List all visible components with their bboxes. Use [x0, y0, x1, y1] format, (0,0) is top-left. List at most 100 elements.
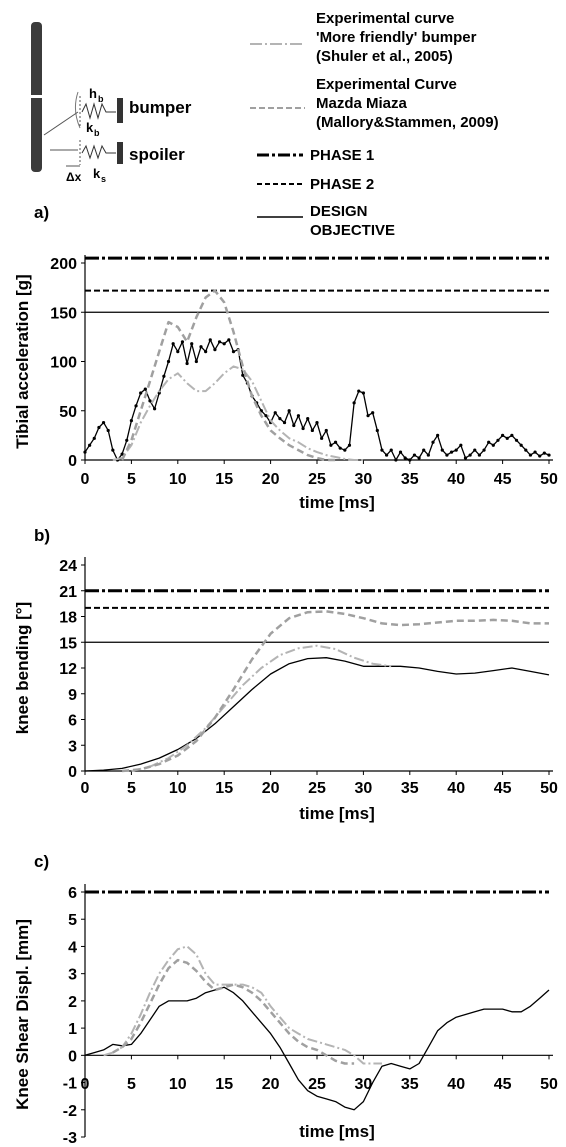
x-axis-label: time [ms] [299, 1122, 375, 1141]
y-axis-label: Knee Shear Displ. [mm] [13, 919, 32, 1110]
panel-label: a) [34, 203, 49, 222]
x-tick-label: 50 [540, 780, 558, 797]
series-point-measured [412, 453, 417, 457]
legend-exp2-line3: (Mallory&Stammen, 2009) [316, 114, 499, 131]
bumper-contour [74, 91, 81, 129]
series-point-measured [143, 387, 147, 391]
series-point-measured [92, 436, 96, 440]
series-point-measured [264, 414, 268, 418]
y-tick-label: 6 [68, 713, 77, 730]
series-point-measured [408, 458, 412, 462]
y-tick-label: -2 [63, 1103, 77, 1120]
series-point-measured [403, 456, 407, 460]
series-point-measured [501, 433, 505, 437]
series-point-measured [468, 453, 472, 457]
legend-design-line2: OBJECTIVE [310, 222, 395, 239]
series-point-measured [208, 338, 212, 342]
x-axis-label: time [ms] [299, 493, 375, 512]
x-tick-label: 50 [540, 471, 558, 488]
x-tick-label: 5 [127, 780, 136, 797]
legend-phase2: PHASE 2 [310, 176, 374, 193]
x-tick-label: 30 [355, 780, 373, 797]
y-tick-label: 15 [59, 635, 77, 652]
series-line-exp1 [103, 945, 382, 1065]
y-tick-label: 18 [59, 610, 77, 627]
series-point-measured [426, 453, 430, 457]
series-point-measured [510, 433, 514, 437]
y-tick-label: -1 [63, 1076, 77, 1093]
x-tick-label: 25 [308, 471, 326, 488]
series-point-measured [366, 414, 370, 418]
series-point-measured [88, 443, 92, 447]
legend-exp1-line1: Experimental curve [316, 10, 454, 27]
x-tick-label: 10 [169, 471, 187, 488]
series-line-exp2 [121, 610, 549, 773]
series-point-measured [101, 420, 106, 425]
legend-exp1-line3: (Shuler et al., 2005) [316, 48, 453, 65]
series-point-measured [134, 404, 138, 408]
y-tick-label: 150 [50, 305, 77, 322]
series-point-measured [343, 448, 347, 452]
series-point-measured [463, 456, 468, 460]
series-point-measured [505, 436, 509, 440]
series-point-measured [547, 453, 551, 457]
series-point-measured [129, 419, 133, 423]
series-point-measured [491, 443, 495, 447]
bumper-block [117, 98, 123, 123]
series-point-measured [538, 454, 542, 458]
series-point-measured [292, 423, 296, 428]
series-point-measured [106, 428, 110, 433]
series-point-measured [162, 374, 166, 378]
series-point-measured [324, 428, 328, 433]
series-point-measured [97, 425, 101, 430]
x-tick-label: 10 [169, 1076, 187, 1093]
series-point-measured [213, 348, 217, 352]
x-tick-label: 45 [494, 471, 512, 488]
series-point-measured [380, 448, 384, 452]
series-point-measured [417, 456, 421, 460]
series-point-measured [176, 350, 180, 354]
series-point-measured [171, 342, 175, 346]
pedestrian-leg-schematic: h b k b bumper Δx k s spoiler [30, 22, 192, 184]
leg-break [30, 95, 43, 98]
x-tick-label: 0 [81, 780, 90, 797]
series-point-measured [185, 361, 189, 366]
legend-exp2-line1: Experimental Curve [316, 76, 457, 93]
series-line-measured [84, 986, 550, 1111]
series-point-measured [278, 417, 282, 421]
series-line-exp2 [120, 289, 336, 462]
y-tick-label: 0 [68, 1048, 77, 1065]
kb-label: k [86, 120, 94, 135]
series-point-measured [320, 436, 324, 440]
series-point-measured [217, 340, 222, 344]
legend-design-line1: DESIGN [310, 203, 368, 220]
x-tick-label: 15 [215, 1076, 233, 1093]
series-point-measured [194, 359, 198, 364]
series-point-measured [542, 451, 546, 455]
series-line-measured [84, 657, 550, 772]
y-tick-label: 0 [68, 453, 77, 470]
series-point-measured [83, 450, 87, 454]
x-tick-label: 30 [355, 471, 373, 488]
y-tick-label: 100 [50, 355, 77, 372]
y-tick-label: 3 [68, 967, 77, 984]
series-point-measured [231, 350, 236, 354]
series-point-measured [352, 401, 356, 405]
series-point-measured [357, 389, 361, 393]
y-tick-label: 9 [68, 687, 77, 704]
series-point-measured [524, 448, 528, 452]
legend-exp2-line2: Mazda Miaza [316, 95, 408, 112]
legend-exp1-line2: 'More friendly' bumper [316, 29, 477, 46]
series-point-measured [436, 433, 440, 437]
series-point-measured [454, 448, 458, 452]
x-tick-label: 50 [540, 1076, 558, 1093]
series-point-measured [514, 438, 519, 442]
ks-subscript: s [101, 174, 106, 184]
series-point-measured [306, 417, 310, 421]
x-tick-label: 45 [494, 780, 512, 797]
panel-label: c) [34, 852, 49, 871]
series-point-measured [533, 450, 537, 454]
series-point-measured [199, 345, 203, 349]
series-point-measured [398, 450, 403, 454]
